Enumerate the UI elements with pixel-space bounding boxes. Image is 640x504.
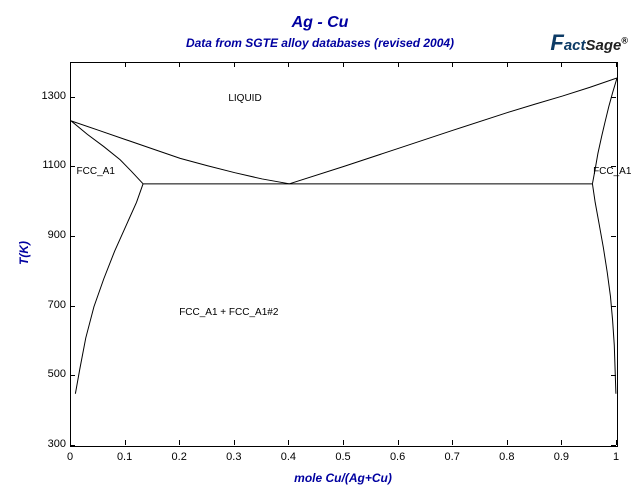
y-tick bbox=[70, 306, 75, 307]
x-tick-label: 0.4 bbox=[268, 451, 308, 463]
x-tick bbox=[125, 62, 126, 67]
root: Ag - Cu Data from SGTE alloy databases (… bbox=[0, 0, 640, 504]
y-tick bbox=[70, 375, 75, 376]
x-tick bbox=[234, 62, 235, 67]
x-tick-label: 0.9 bbox=[541, 451, 581, 463]
phase-label: FCC_A1 bbox=[593, 166, 631, 177]
x-tick bbox=[452, 62, 453, 67]
y-tick bbox=[70, 166, 75, 167]
logo-sage: Sage bbox=[586, 37, 622, 54]
y-tick bbox=[70, 445, 75, 446]
x-tick-label: 0.5 bbox=[323, 451, 363, 463]
y-tick-label: 1300 bbox=[26, 90, 66, 102]
y-tick bbox=[611, 445, 616, 446]
x-tick-label: 0.8 bbox=[487, 451, 527, 463]
x-tick bbox=[507, 440, 508, 445]
x-tick bbox=[452, 440, 453, 445]
x-tick-label: 0.6 bbox=[378, 451, 418, 463]
y-tick bbox=[70, 97, 75, 98]
x-tick bbox=[343, 440, 344, 445]
x-tick-label: 0.2 bbox=[159, 451, 199, 463]
x-tick-label: 0.3 bbox=[214, 451, 254, 463]
logo-f: F bbox=[550, 30, 563, 55]
x-axis-label: mole Cu/(Ag+Cu) bbox=[70, 471, 616, 485]
x-tick-label: 1 bbox=[596, 451, 636, 463]
plot-area bbox=[70, 62, 618, 447]
y-tick-label: 900 bbox=[26, 229, 66, 241]
y-tick bbox=[611, 306, 616, 307]
y-tick bbox=[611, 97, 616, 98]
phase-curves bbox=[71, 63, 617, 446]
x-tick-label: 0.1 bbox=[105, 451, 145, 463]
x-tick-label: 0.7 bbox=[432, 451, 472, 463]
x-tick bbox=[507, 62, 508, 67]
phase-label: LIQUID bbox=[228, 93, 261, 104]
x-tick bbox=[561, 440, 562, 445]
chart-subtitle: Data from SGTE alloy databases (revised … bbox=[0, 36, 640, 50]
x-tick bbox=[398, 62, 399, 67]
x-tick bbox=[398, 440, 399, 445]
y-tick bbox=[611, 236, 616, 237]
logo-reg: ® bbox=[621, 36, 628, 46]
chart-title: Ag - Cu bbox=[0, 14, 640, 32]
x-tick bbox=[70, 62, 71, 67]
y-tick bbox=[70, 236, 75, 237]
phase-label: FCC_A1 bbox=[77, 166, 115, 177]
x-tick-label: 0 bbox=[50, 451, 90, 463]
y-tick-label: 700 bbox=[26, 299, 66, 311]
phase-label: FCC_A1 + FCC_A1#2 bbox=[179, 307, 278, 318]
logo-act: act bbox=[564, 37, 586, 54]
x-tick bbox=[179, 62, 180, 67]
x-tick bbox=[288, 440, 289, 445]
y-tick-label: 1100 bbox=[26, 159, 66, 171]
x-tick bbox=[125, 440, 126, 445]
x-tick bbox=[616, 62, 617, 67]
x-tick bbox=[234, 440, 235, 445]
y-tick-label: 300 bbox=[26, 438, 66, 450]
x-tick bbox=[70, 440, 71, 445]
x-tick bbox=[179, 440, 180, 445]
x-tick bbox=[343, 62, 344, 67]
x-tick bbox=[616, 440, 617, 445]
factsage-logo: FactSage® bbox=[550, 30, 628, 56]
y-tick-label: 500 bbox=[26, 368, 66, 380]
y-axis-label: T(K) bbox=[17, 241, 31, 265]
x-tick bbox=[288, 62, 289, 67]
y-tick bbox=[611, 375, 616, 376]
x-tick bbox=[561, 62, 562, 67]
